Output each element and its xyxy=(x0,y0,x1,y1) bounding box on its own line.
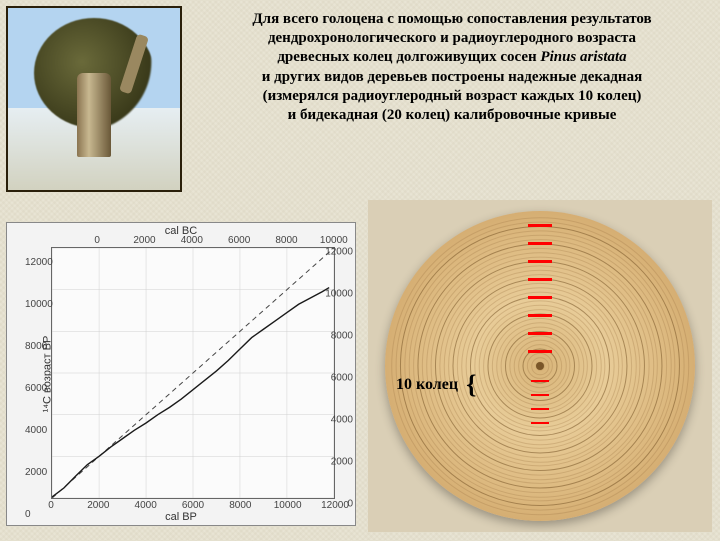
y-tick: 4000 xyxy=(25,425,47,457)
calibration-chart: cal BC ¹⁴C возраст BP cal BP 02000400060… xyxy=(6,222,356,526)
tree-trunk xyxy=(77,73,111,157)
species-name: Pinus aristata xyxy=(540,49,626,65)
y-tick-right: 4000 xyxy=(331,415,353,426)
x-tick: 2000 xyxy=(87,500,109,511)
ring-tick xyxy=(528,314,552,317)
ring-tick xyxy=(528,332,552,335)
ring-tick xyxy=(528,260,552,263)
ring-tick xyxy=(528,242,552,245)
y-tick-right: 12000 xyxy=(325,247,353,258)
y-tick-right: 0 xyxy=(347,499,353,510)
chart-svg xyxy=(52,248,334,498)
bristlecone-pine-photo xyxy=(6,6,182,192)
ring-tick xyxy=(531,380,549,382)
ring-tick xyxy=(528,350,552,353)
x-axis-bottom-label: cal BP xyxy=(165,511,197,523)
text-line-1: Для всего голоцена с помощью сопоставлен… xyxy=(252,11,651,27)
y-tick-right: 10000 xyxy=(325,289,353,300)
x-tick: 8000 xyxy=(229,500,251,511)
y-tick-right: 8000 xyxy=(331,331,353,342)
y-tick-right: 2000 xyxy=(331,457,353,468)
brace-icon: { xyxy=(466,370,476,399)
y-tick: 10000 xyxy=(25,299,53,331)
y-tick: 2000 xyxy=(25,467,47,499)
ring-tick xyxy=(531,422,549,424)
text-line-3a: древесных колец долгоживущих сосен xyxy=(277,49,540,65)
description-paragraph: Для всего голоцена с помощью сопоставлен… xyxy=(192,10,712,125)
text-line-5: (измерялся радиоуглеродный возраст кажды… xyxy=(263,88,642,104)
y-tick-right: 6000 xyxy=(331,373,353,384)
x-tick-top: 8000 xyxy=(275,235,297,246)
ring-tick xyxy=(531,408,549,410)
x-tick-top: 0 xyxy=(94,235,100,246)
x-tick-top: 6000 xyxy=(228,235,250,246)
x-tick: 6000 xyxy=(182,500,204,511)
text-line-6: и бидекадная (20 колец) калибровочные кр… xyxy=(288,107,617,123)
y-tick: 6000 xyxy=(25,383,47,415)
text-line-2: дендрохронологического и радиоуглеродног… xyxy=(268,30,636,46)
x-tick-top: 4000 xyxy=(181,235,203,246)
ring-tick xyxy=(528,296,552,299)
x-tick: 12000 xyxy=(321,500,349,511)
ten-rings-label: 10 колец { xyxy=(396,366,472,396)
wood-cross-section: 10 колец { xyxy=(368,200,712,532)
x-tick: 10000 xyxy=(274,500,302,511)
x-tick: 0 xyxy=(48,500,54,511)
x-tick: 4000 xyxy=(135,500,157,511)
x-tick-top: 2000 xyxy=(133,235,155,246)
y-tick: 0 xyxy=(25,509,31,541)
x-tick-top: 10000 xyxy=(320,235,348,246)
pith xyxy=(536,362,544,370)
y-tick: 12000 xyxy=(25,257,53,289)
ring-tick xyxy=(531,394,549,396)
text-line-4: и других видов деревьев построены надежн… xyxy=(262,69,642,85)
y-tick: 8000 xyxy=(25,341,47,373)
plot-area xyxy=(51,247,335,499)
ring-tick xyxy=(528,224,552,227)
ring-tick xyxy=(528,278,552,281)
